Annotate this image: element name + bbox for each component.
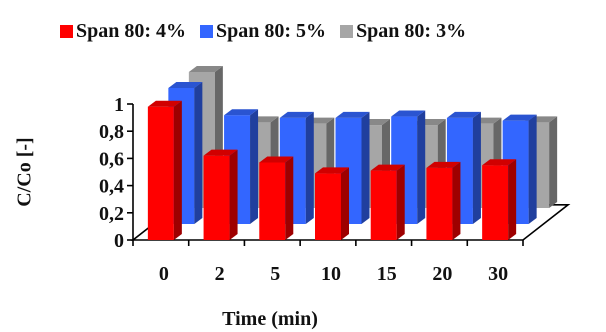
bar-s2-10-side — [361, 111, 370, 224]
bar-s1-30 — [482, 165, 509, 240]
legend-swatch-series-1 — [60, 25, 73, 38]
bar-s2-15-side — [417, 110, 426, 224]
x-tick-label: 10 — [321, 263, 341, 285]
legend-swatch-series-3 — [340, 25, 354, 38]
bar-s2-30-side — [528, 114, 537, 224]
bar-s3-0-top — [188, 66, 223, 72]
bar-s2-2-side — [250, 109, 259, 224]
chart-legend: Span 80: 4% Span 80: 5% Span 80: 3% — [60, 20, 466, 43]
bar-s1-10-top — [315, 167, 349, 174]
legend-label-series-3: Span 80: 3% — [356, 20, 467, 42]
legend-item-series-3: Span 80: 3% — [340, 20, 466, 43]
bar-s1-2-side — [229, 149, 238, 240]
x-tick-label: 2 — [215, 263, 225, 285]
x-tick-label: 20 — [432, 263, 452, 285]
bar-s1-20 — [426, 167, 453, 240]
bar-s2-0-side — [194, 82, 203, 224]
bar-s1-5-top — [259, 156, 294, 163]
bar-s2-5-side — [305, 111, 314, 224]
bar-s1-10-side — [341, 167, 349, 240]
y-tick-label: 0,4 — [99, 176, 124, 198]
bar-s1-0-side — [173, 100, 182, 240]
bar-s2-2-top — [224, 109, 259, 116]
bar-s3-30-side — [549, 116, 558, 208]
y-tick-label: 0,6 — [99, 148, 124, 170]
bar-s1-5 — [259, 162, 286, 240]
bar-s1-10 — [315, 173, 341, 240]
y-tick-label: 0,2 — [99, 203, 124, 225]
x-tick-label: 0 — [159, 263, 169, 285]
x-tick-label: 5 — [270, 263, 280, 285]
legend-label-series-2: Span 80: 5% — [216, 20, 327, 42]
x-axis-title: Time (min) — [222, 308, 318, 330]
bar-s1-15-top — [370, 164, 405, 171]
bar-s2-30-top — [502, 114, 537, 121]
bar-s1-30-top — [482, 159, 517, 166]
bar-s2-20-side — [472, 111, 481, 224]
x-tick-label: 30 — [488, 263, 508, 285]
bar-s1-20-top — [426, 161, 461, 168]
bar-s2-15-top — [391, 110, 426, 117]
bar-s1-15-side — [396, 164, 405, 240]
y-axis-title: C/Co [-] — [13, 137, 36, 207]
bar-s1-0-top — [147, 100, 182, 107]
bar-s2-5-top — [279, 111, 314, 118]
x-tick-label: 15 — [377, 263, 397, 285]
legend-label-series-1: Span 80: 4% — [76, 20, 187, 42]
y-tick-label: 0,8 — [99, 121, 124, 143]
bar-s2-10-top — [335, 111, 370, 118]
bar-s1-15 — [370, 170, 397, 240]
bar-s2-0-top — [168, 82, 203, 88]
y-tick-label: 1 — [114, 94, 124, 116]
bar-s1-0 — [147, 106, 174, 240]
bar-s1-20-side — [452, 161, 461, 240]
bar-s1-30-side — [508, 159, 517, 240]
legend-item-series-1: Span 80: 4% — [60, 20, 186, 43]
bar-s1-2-top — [203, 149, 238, 156]
legend-swatch-series-2 — [200, 25, 214, 38]
y-tick-label: 0 — [114, 230, 124, 252]
legend-item-series-2: Span 80: 5% — [200, 20, 326, 43]
bar-s2-20-top — [446, 111, 481, 118]
bar-s1-5-side — [285, 156, 294, 240]
bar-s1-2 — [203, 155, 230, 240]
